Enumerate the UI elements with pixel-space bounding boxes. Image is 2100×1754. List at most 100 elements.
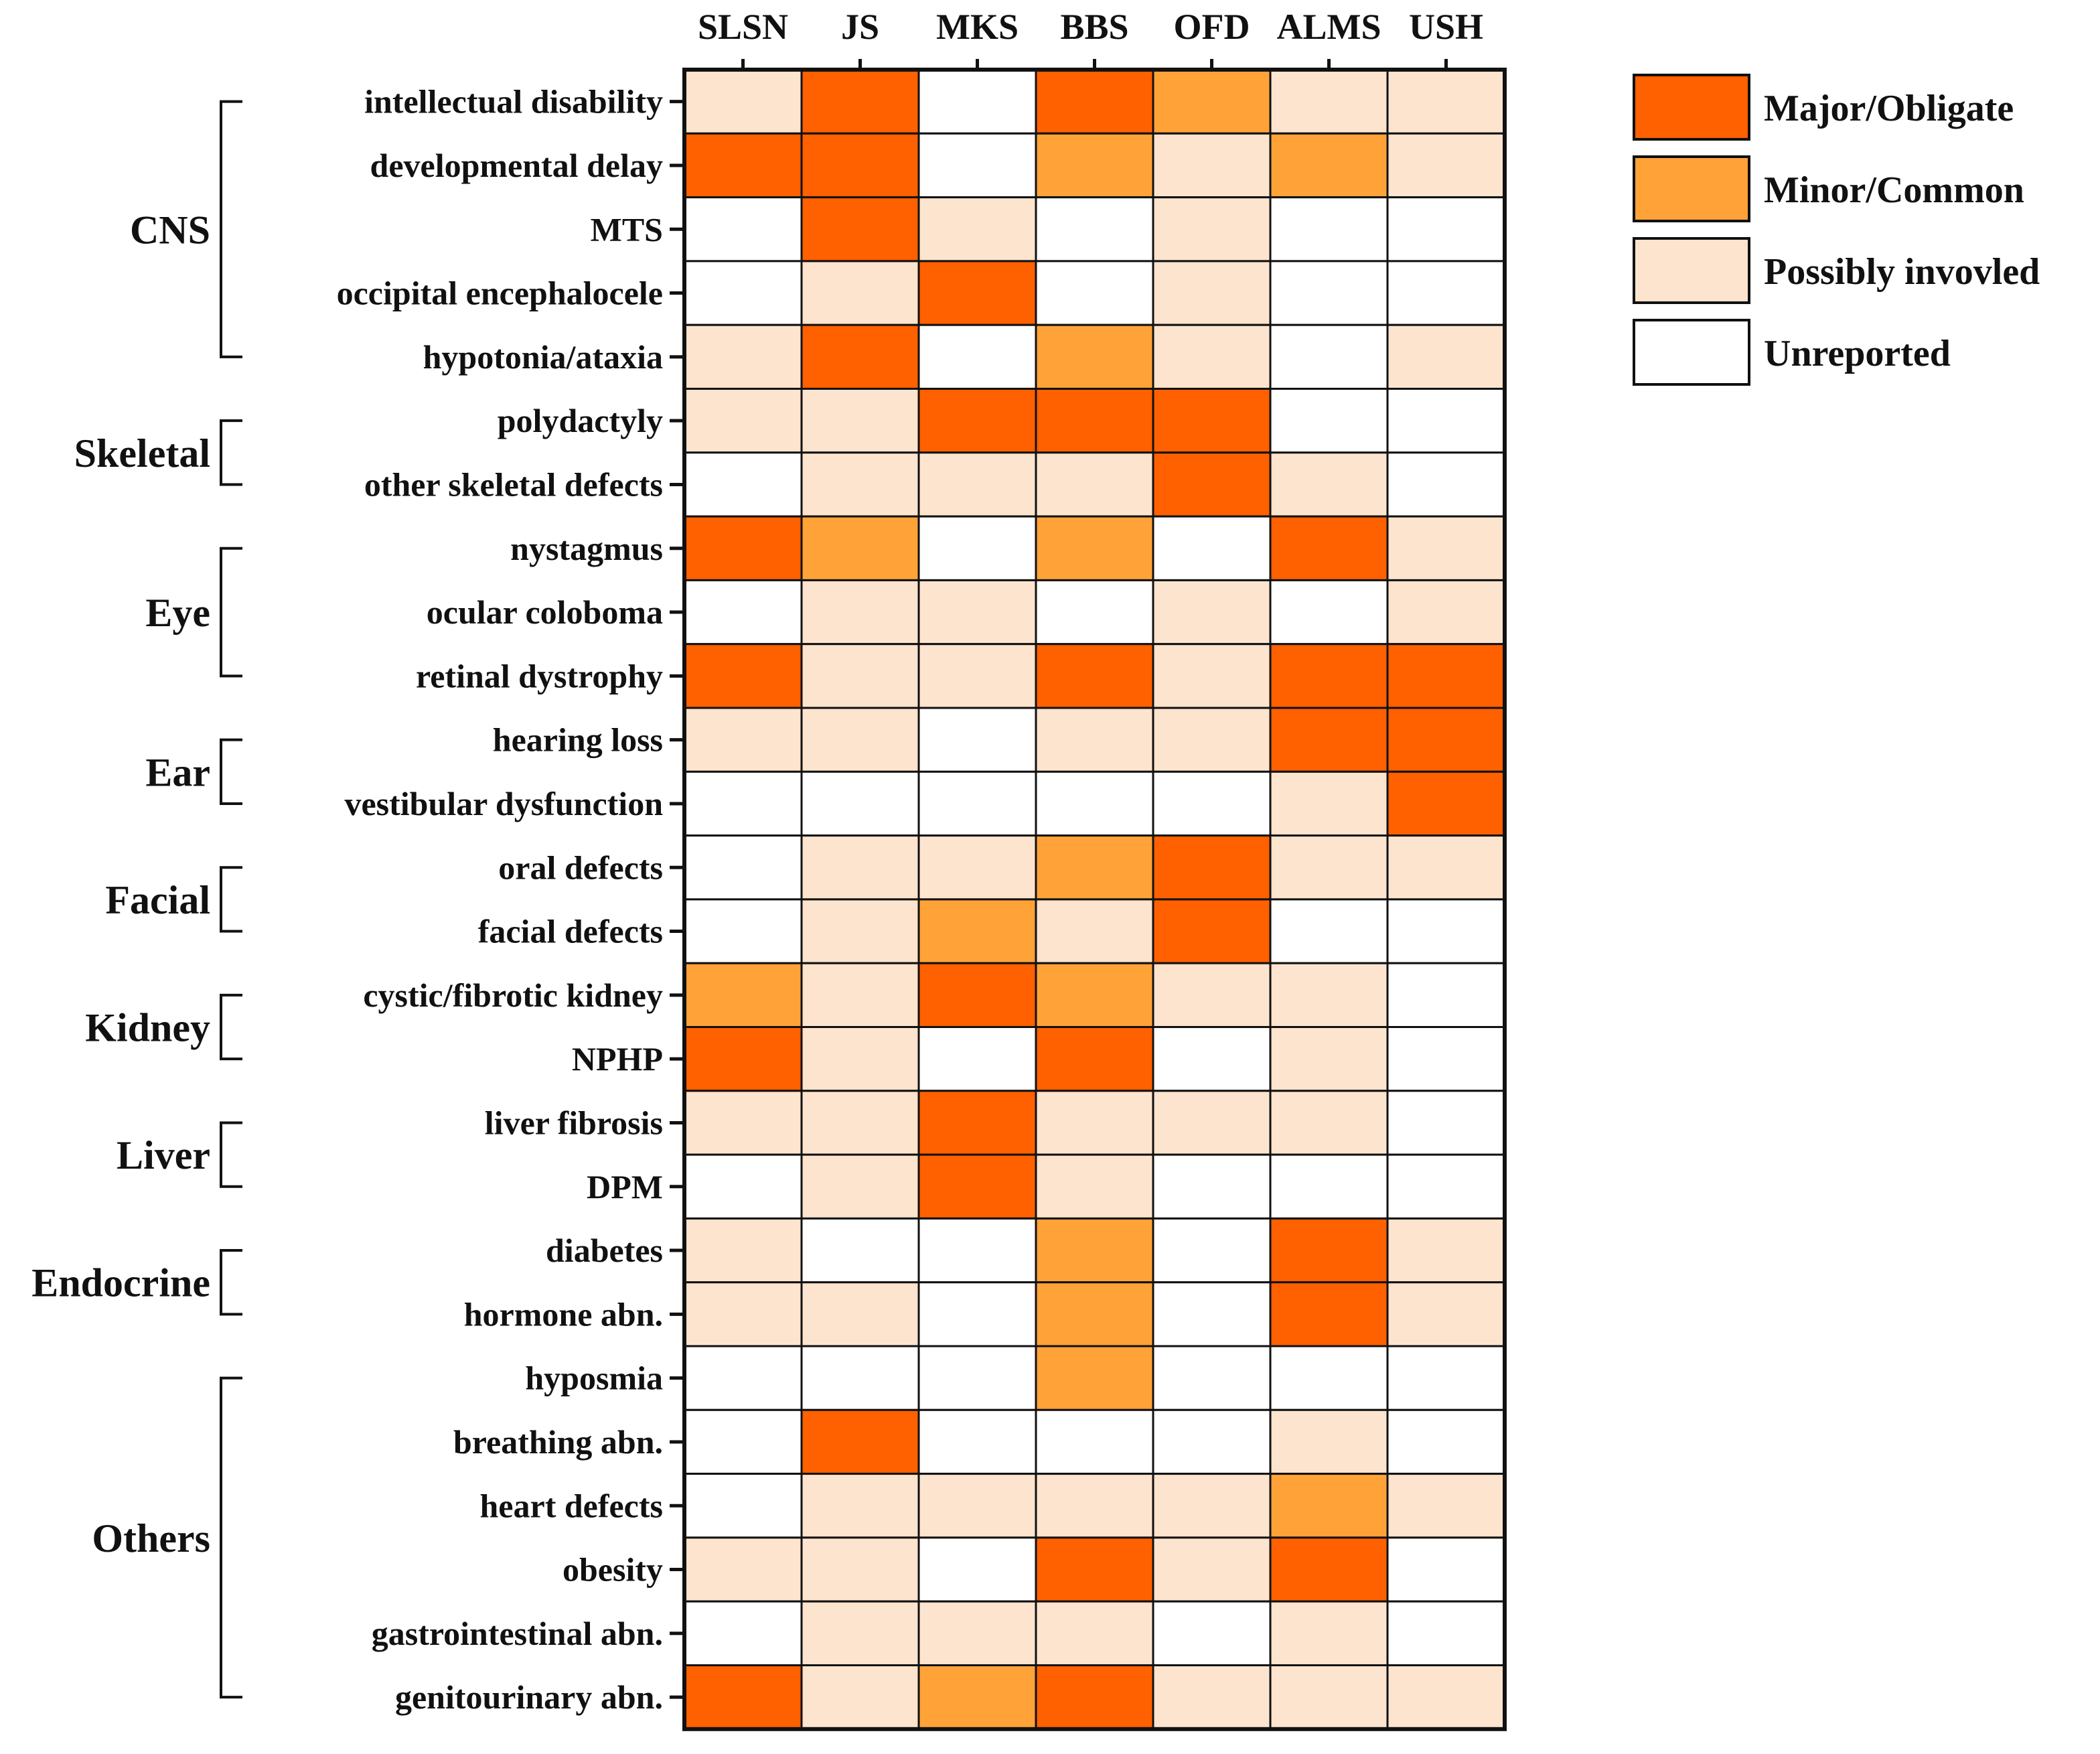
group-label-cns: CNS (130, 208, 210, 252)
cell-occipital-encephalocele-js (800, 260, 920, 326)
cell-diabetes-mks (917, 1217, 1037, 1284)
row-label-developmental-delay: developmental delay (370, 147, 663, 184)
cell-hearing-loss-bbs (1035, 707, 1154, 773)
cell-retinal-dystrophy-js (800, 643, 920, 709)
cell-diabetes-ofd (1152, 1217, 1272, 1284)
cell-facial-defects-ush (1386, 898, 1506, 964)
group-bracket-liver (220, 1121, 242, 1188)
cell-facial-defects-ofd (1152, 898, 1272, 964)
cell-intellectual-disability-js (800, 68, 920, 135)
cell-polydactyly-ush (1386, 388, 1506, 454)
cell-nystagmus-js (800, 515, 920, 581)
cell-oral-defects-ush (1386, 834, 1506, 901)
row-label-heart-defects: heart defects (480, 1487, 664, 1524)
row-label-nystagmus: nystagmus (510, 530, 663, 567)
cell-other-skeletal-defects-mks (917, 451, 1037, 518)
cell-mts-bbs (1035, 196, 1154, 263)
group-bracket-facial (220, 866, 242, 933)
cell-retinal-dystrophy-ofd (1152, 643, 1272, 709)
cell-polydactyly-alms (1269, 388, 1389, 454)
group-label-skeletal: Skeletal (74, 431, 210, 476)
row-label-dpm: DPM (587, 1168, 663, 1205)
cell-gastrointestinal-abn-js (800, 1600, 920, 1666)
cell-heart-defects-ofd (1152, 1473, 1272, 1539)
row-label-hypotonia-ataxia: hypotonia/ataxia (423, 338, 663, 376)
cell-nphp-slsn (683, 1026, 803, 1092)
cell-ocular-coloboma-slsn (683, 579, 803, 646)
cell-retinal-dystrophy-slsn (683, 643, 803, 709)
legend-swatch-minor (1633, 155, 1750, 222)
cell-ocular-coloboma-bbs (1035, 579, 1154, 646)
legend-label-minor: Minor/Common (1764, 169, 2024, 211)
group-label-eye: Eye (145, 591, 210, 635)
cell-other-skeletal-defects-ofd (1152, 451, 1272, 518)
column-label-slsn: SLSN (698, 7, 788, 47)
cell-hearing-loss-alms (1269, 707, 1389, 773)
cell-cystic-fibrotic-kidney-alms (1269, 962, 1389, 1028)
column-label-mks: MKS (936, 7, 1019, 47)
cell-genitourinary-abn-ofd (1152, 1664, 1272, 1731)
cell-hormone-abn-slsn (683, 1281, 803, 1347)
group-bracket-others (220, 1376, 242, 1699)
cell-other-skeletal-defects-js (800, 451, 920, 518)
cell-hearing-loss-mks (917, 707, 1037, 773)
cell-dpm-alms (1269, 1153, 1389, 1220)
cell-gastrointestinal-abn-bbs (1035, 1600, 1154, 1666)
cell-gastrointestinal-abn-ush (1386, 1600, 1506, 1666)
cell-dpm-bbs (1035, 1153, 1154, 1220)
cell-hyposmia-ush (1386, 1345, 1506, 1411)
cell-cystic-fibrotic-kidney-js (800, 962, 920, 1028)
cell-other-skeletal-defects-ush (1386, 451, 1506, 518)
cell-vestibular-dysfunction-mks (917, 770, 1037, 837)
cell-hormone-abn-js (800, 1281, 920, 1347)
cell-heart-defects-alms (1269, 1473, 1389, 1539)
cell-hypotonia-ataxia-ush (1386, 323, 1506, 390)
cell-nphp-ofd (1152, 1026, 1272, 1092)
cell-mts-ush (1386, 196, 1506, 263)
cell-obesity-mks (917, 1536, 1037, 1603)
cell-intellectual-disability-alms (1269, 68, 1389, 135)
cell-occipital-encephalocele-bbs (1035, 260, 1154, 326)
cell-retinal-dystrophy-bbs (1035, 643, 1154, 709)
cell-cystic-fibrotic-kidney-ush (1386, 962, 1506, 1028)
cell-heart-defects-mks (917, 1473, 1037, 1539)
cell-oral-defects-alms (1269, 834, 1389, 901)
cell-hormone-abn-mks (917, 1281, 1037, 1347)
cell-gastrointestinal-abn-slsn (683, 1600, 803, 1666)
group-label-endocrine: Endocrine (31, 1261, 210, 1305)
cell-diabetes-ush (1386, 1217, 1506, 1284)
row-labels: intellectual disability developmental del… (337, 83, 684, 1716)
cell-mts-mks (917, 196, 1037, 263)
cell-retinal-dystrophy-ush (1386, 643, 1506, 709)
cell-vestibular-dysfunction-slsn (683, 770, 803, 837)
cell-oral-defects-slsn (683, 834, 803, 901)
row-label-breathing-abn: breathing abn. (453, 1423, 663, 1461)
cell-oral-defects-ofd (1152, 834, 1272, 901)
row-label-intellectual-disability: intellectual disability (364, 83, 663, 121)
cell-genitourinary-abn-mks (917, 1664, 1037, 1731)
cell-developmental-delay-mks (917, 132, 1037, 199)
cell-heart-defects-bbs (1035, 1473, 1154, 1539)
cell-liver-fibrosis-bbs (1035, 1090, 1154, 1156)
cell-nphp-ush (1386, 1026, 1506, 1092)
cell-retinal-dystrophy-alms (1269, 643, 1389, 709)
group-label-kidney: Kidney (85, 1006, 210, 1050)
cell-breathing-abn-ofd (1152, 1408, 1272, 1475)
cell-nystagmus-slsn (683, 515, 803, 581)
row-label-genitourinary-abn: genitourinary abn. (395, 1678, 663, 1716)
cell-obesity-js (800, 1536, 920, 1603)
column-label-js: JS (841, 7, 879, 47)
cell-obesity-alms (1269, 1536, 1389, 1603)
cell-cystic-fibrotic-kidney-slsn (683, 962, 803, 1028)
cell-nystagmus-mks (917, 515, 1037, 581)
cell-nphp-js (800, 1026, 920, 1092)
cell-ocular-coloboma-ofd (1152, 579, 1272, 646)
column-labels: SLSN JS MKS BBS OFD ALMS USH (698, 7, 1483, 70)
cell-breathing-abn-mks (917, 1408, 1037, 1475)
group-bracket-eye (220, 546, 242, 678)
cell-nystagmus-alms (1269, 515, 1389, 581)
cell-mts-js (800, 196, 920, 263)
group-bracket-ear (220, 738, 242, 805)
cell-dpm-mks (917, 1153, 1037, 1220)
group-brackets: CNS Skeletal Eye Ear Facial Kidney Liver Endocr… (31, 100, 242, 1699)
